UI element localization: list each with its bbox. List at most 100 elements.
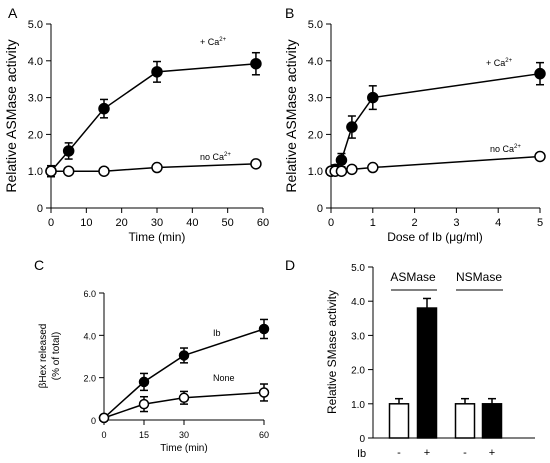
series-label-ca: + Ca2+ [486, 58, 513, 68]
data-point-open [98, 165, 110, 177]
superscript: 2+ [514, 144, 521, 150]
group-label-asmase: ASMase [390, 270, 436, 284]
y-tick-label: 0 [359, 434, 365, 445]
x-tick-label: 30 [179, 430, 189, 440]
series-label-no-ca: no Ca2+ [490, 144, 521, 154]
series-line-open [103, 391, 265, 419]
data-point-filled [335, 154, 348, 166]
panel-label-d: D [285, 257, 295, 273]
x-tick-label: 50 [222, 217, 234, 229]
data-point-filled [534, 67, 546, 80]
x-tick-label: 20 [116, 217, 128, 229]
y-tick-label: 1.0 [308, 166, 323, 178]
bar-category-label: - [397, 447, 401, 459]
data-point-filled [138, 376, 150, 388]
data-point-open [534, 150, 546, 163]
data-point-open [98, 412, 110, 424]
group-label-nsmase: NSMase [456, 270, 502, 284]
data-point-filled [178, 350, 190, 361]
data-point-open [62, 165, 75, 177]
bar [454, 403, 476, 439]
y-tick-label: 4.0 [308, 56, 323, 68]
x-axis-label: Dose of Ib (μg/ml) [387, 230, 483, 244]
x-tick-label: 15 [139, 430, 149, 440]
data-point-open [258, 387, 270, 398]
y-tick-label: 2.0 [28, 129, 43, 141]
data-point-open [45, 165, 57, 177]
bar [481, 403, 503, 439]
y-tick-label: 4.0 [83, 331, 96, 341]
data-point-open [335, 165, 348, 177]
y-tick-label: 4.0 [351, 297, 365, 308]
y-axis-label: Relative ASMase activity [283, 39, 299, 192]
x-tick-label: 60 [259, 430, 269, 440]
data-point-open [346, 163, 358, 176]
x-tick-label: 4 [495, 217, 501, 229]
data-point-filled [98, 102, 110, 115]
y-tick-label: 3.0 [308, 93, 323, 105]
x-tick-label: 1 [370, 217, 376, 229]
x-tick-label: 5 [537, 217, 543, 229]
y-tick-label: 4.0 [28, 56, 43, 68]
y-axis-label-line2: (% of total) [51, 332, 62, 380]
y-tick-label: 3.0 [351, 331, 365, 342]
panel-label-c: C [34, 257, 44, 273]
superscript: 2+ [224, 152, 231, 158]
bar [388, 403, 410, 439]
data-point-open [138, 398, 150, 410]
y-tick-label: 2.0 [351, 366, 365, 377]
y-axis-label-line1: βHex released [38, 324, 49, 389]
data-point-filled [250, 57, 262, 70]
series-line-open [331, 155, 541, 172]
y-tick-label: 0 [91, 416, 96, 426]
y-tick-label: 1.0 [28, 166, 43, 178]
x-tick-label: 60 [257, 217, 269, 229]
y-tick-label: 0 [317, 203, 323, 215]
y-tick-label: 5.0 [351, 263, 365, 274]
bar-category-label: + [489, 447, 495, 459]
y-axis-label: Relative ASMase activity [3, 39, 19, 192]
superscript: 2+ [505, 58, 512, 64]
y-tick-label: 1.0 [351, 400, 365, 411]
bar-category-label: + [424, 447, 430, 459]
series-label-ib: Ib [213, 328, 221, 338]
x-tick-label: 0 [101, 430, 106, 440]
bar [416, 307, 438, 439]
y-tick-label: 0 [37, 203, 43, 215]
y-tick-label: 5.0 [28, 19, 43, 31]
data-point-filled [367, 91, 379, 104]
data-point-filled [151, 66, 163, 78]
y-tick-label: 2.0 [83, 374, 96, 384]
series-line-filled [103, 328, 265, 419]
data-point-open [367, 161, 379, 174]
data-point-open [151, 161, 163, 174]
y-tick-label: 2.0 [308, 129, 323, 141]
series-line-filled [330, 72, 541, 172]
series-label-ca: + Ca2+ [200, 37, 227, 47]
x-axis-label: Time (min) [129, 230, 186, 244]
x-tick-label: 40 [186, 217, 198, 229]
panel-label-b: B [285, 5, 294, 21]
bar-category-label: - [463, 447, 467, 459]
data-point-open [250, 158, 262, 170]
y-axis-label: βHex released (% of total) [38, 324, 62, 389]
series-label-no-ca: no Ca2+ [200, 152, 231, 162]
x-tick-label: 30 [151, 217, 163, 229]
x-tick-label: 0 [48, 217, 54, 229]
y-tick-label: 6.0 [83, 289, 96, 299]
y-axis-label: Relative SMase activity [325, 290, 339, 414]
y-tick-label: 3.0 [28, 93, 43, 105]
x-tick-label: 0 [328, 217, 334, 229]
data-point-filled [346, 121, 358, 133]
x-axis-label: Time (min) [160, 443, 207, 454]
x-tick-label: 3 [453, 217, 459, 229]
series-label-none: None [213, 373, 235, 383]
data-point-filled [62, 145, 75, 157]
data-point-filled [258, 323, 270, 335]
superscript: 2+ [219, 37, 226, 43]
x-tick-label: 10 [80, 217, 92, 229]
panel-label-a: A [8, 5, 18, 21]
y-tick-label: 5.0 [308, 19, 323, 31]
data-point-open [178, 392, 190, 404]
x-tick-label: 2 [412, 217, 418, 229]
